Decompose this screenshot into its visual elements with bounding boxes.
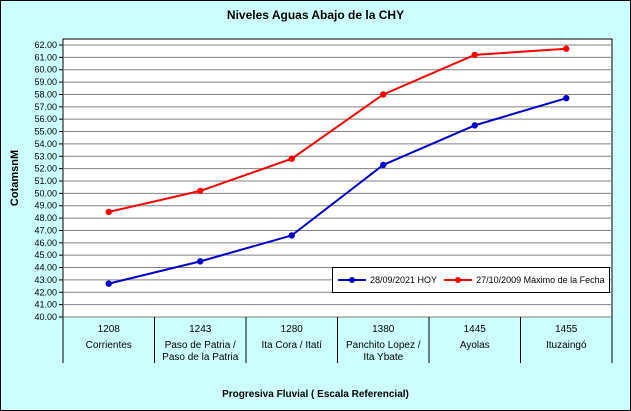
y-tick-label: 50.00	[34, 188, 57, 198]
y-tick-label: 45.00	[34, 250, 57, 260]
category-name-label: Corrientes	[86, 340, 132, 351]
series-line	[108, 47, 567, 213]
y-tick-label: 46.00	[34, 238, 57, 248]
legend-label: 27/10/2009 Máximo de la Fecha	[476, 275, 605, 285]
y-tick-label: 56.00	[34, 114, 57, 124]
series-marker	[380, 91, 387, 98]
series-marker	[197, 187, 204, 195]
category-km-label: 1455	[555, 324, 578, 335]
y-tick-label: 51.00	[34, 176, 57, 186]
legend-label: 28/09/2021 HOY	[370, 275, 438, 285]
x-axis-title: Progresiva Fluvial ( Escala Referencial)	[222, 389, 409, 400]
y-tick-label: 48.00	[34, 213, 57, 223]
y-tick-label: 52.00	[34, 164, 57, 174]
y-tick-label: 40.00	[34, 312, 57, 322]
series-marker	[380, 161, 387, 169]
legend-swatch	[338, 277, 366, 283]
category-name-label: Ayolas	[460, 340, 490, 351]
series-marker	[471, 51, 478, 59]
legend-item: 27/10/2009 Máximo de la Fecha	[443, 275, 605, 285]
category-km-label: 1243	[189, 324, 212, 335]
category-name-label: Ituzaingó	[546, 340, 587, 351]
y-tick-label: 61.00	[34, 52, 57, 62]
y-tick-label: 58.00	[34, 89, 57, 99]
category-name-label: Ita Cora / Itatí	[261, 340, 322, 351]
category-name-label: Paso de Patria /	[165, 340, 236, 351]
series-marker	[105, 280, 112, 287]
series-marker	[105, 208, 112, 216]
series-marker	[471, 122, 478, 129]
category-name-label: Panchito Lopez /	[346, 340, 421, 351]
y-tick-label: 47.00	[34, 225, 57, 235]
y-tick-label: 62.00	[34, 40, 57, 50]
y-tick-label: 43.00	[34, 275, 57, 285]
series-marker	[563, 94, 570, 102]
category-km-label: 1208	[98, 324, 121, 335]
category-km-label: 1380	[372, 324, 395, 335]
chart-title: Niveles Aguas Abajo de la CHY	[226, 8, 405, 22]
y-tick-label: 54.00	[34, 139, 57, 149]
series-marker	[288, 155, 295, 162]
series-marker	[197, 258, 204, 265]
y-tick-label: 49.00	[34, 201, 57, 211]
y-tick-label: 44.00	[34, 263, 57, 273]
y-tick-label: 59.00	[34, 77, 57, 87]
y-tick-label: 55.00	[34, 127, 57, 137]
y-tick-label: 41.00	[34, 300, 57, 310]
y-tick-label: 42.00	[34, 287, 57, 297]
category-km-label: 1445	[464, 324, 487, 335]
y-tick-label: 57.00	[34, 102, 57, 112]
series-marker	[288, 232, 295, 239]
legend: 28/09/2021 HOY 27/10/2009 Máximo de la Fe…	[332, 267, 610, 293]
series-marker	[563, 45, 570, 52]
y-tick-label: 60.00	[34, 65, 57, 75]
series-line	[108, 97, 567, 285]
category-name-label: Ita Ybate	[363, 352, 403, 363]
legend-swatch	[444, 277, 473, 283]
category-name-label: Paso de la Patria	[162, 352, 239, 363]
category-km-label: 1280	[281, 324, 304, 335]
legend-item: 28/09/2021 HOY	[337, 275, 437, 285]
y-tick-label: 53.00	[34, 151, 57, 161]
